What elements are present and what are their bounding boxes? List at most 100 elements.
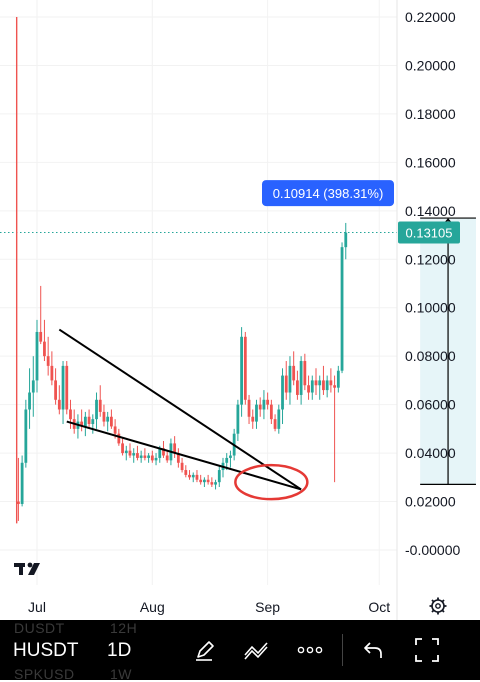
fullscreen-icon[interactable] [410,620,444,680]
y-tick-label: -0.00000 [405,542,460,558]
candle-body [158,448,162,458]
candle-body [57,399,61,410]
candle-body [31,380,35,393]
candle-body [162,448,165,456]
candle-body [229,455,232,458]
candles [15,17,348,524]
candle-body [124,450,128,454]
price-chart[interactable]: 0.10914 (398.31%) 0.22000 0.20000 0.18000 0… [0,0,480,620]
candle-body [247,399,251,417]
candle-body [28,392,31,410]
candle-body [277,409,281,429]
candle-body [165,455,169,461]
candle-body [299,361,303,395]
candle-body [199,479,203,483]
y-tick-label: 0.20000 [405,57,456,73]
candle-body [296,380,299,395]
ghost-symbol-2: SPKUSD [14,666,75,682]
ghost-symbol: DUSDT [14,620,65,636]
y-tick-label: 0.04000 [405,445,456,461]
candle-body [69,409,72,420]
candle-body [176,453,180,463]
candle-body [217,470,221,483]
candle-body [225,457,229,463]
candle-body [251,416,255,422]
candle-body [236,404,240,434]
measure-tool[interactable]: 0.10914 (398.31%) [262,180,476,485]
gear-icon[interactable] [429,597,447,615]
time-axis[interactable]: JulAugSepOctNov [28,599,480,615]
candle-body [191,474,195,478]
candle-body [214,482,217,485]
candle-body [255,404,258,422]
undo-icon[interactable] [358,620,388,680]
highlight-ellipse [234,463,309,501]
candle-body [61,365,65,410]
candle-body [24,409,28,463]
ghost-interval-2: 1W [110,666,132,682]
candle-body [87,416,91,425]
candle-body [102,411,106,422]
candle-body [106,416,110,422]
candle-body [310,380,314,393]
candle-body [273,419,277,429]
candle-body [329,380,333,386]
candle-body [206,479,210,483]
candle-body [54,380,57,400]
candle-body [180,462,184,471]
candle-body [147,455,150,458]
candle-body [117,433,121,444]
candle-body [113,426,117,434]
candle-body [184,470,188,475]
annotations [58,328,309,501]
y-tick-label: 0.02000 [405,494,456,510]
y-tick-label: 0.16000 [405,154,456,170]
candle-body [132,453,136,456]
candle-body [325,380,329,391]
candle-body [262,399,266,410]
candle-body [128,450,132,456]
current-price-label: 0.13105 [406,226,453,241]
y-tick-label: 0.22000 [405,9,456,25]
chart-background [0,0,480,620]
current-price-label-box [398,221,460,244]
candle-body [340,247,344,371]
bottom-toolbar: DUSDT 12H SPKUSD 1W HUSDT 1D [0,620,480,682]
toolbar-divider [342,634,343,666]
candle-body [95,399,98,420]
y-tick-label: 0.14000 [405,203,456,219]
x-tick-label: Jul [28,599,46,615]
candle-body [243,336,247,400]
candle-body [98,399,102,412]
candle-body [143,455,147,458]
ghost-interval: 12H [110,620,138,636]
candle-body [188,474,191,478]
candle-body [288,365,292,393]
candle-body [303,361,307,386]
candle-body [91,419,95,425]
candle-body [333,385,336,388]
price-axis[interactable]: 0.22000 0.20000 0.18000 0.16000 0.14000 0.120… [398,9,460,558]
trend-tool-icon[interactable] [240,620,274,680]
candle-body [35,331,39,381]
measure-label: 0.10914 (398.31%) [273,186,384,201]
candle-body [210,482,214,485]
candle-body [43,341,46,357]
candle-body [240,336,243,405]
y-tick-label: 0.18000 [405,106,456,122]
candle-body [83,416,87,427]
trendline [58,328,302,491]
candle-body [121,443,124,454]
x-tick-label: Sep [255,599,280,615]
more-icon[interactable] [294,620,326,680]
candle-body [80,421,84,427]
candle-body [139,455,143,458]
candle-body [284,375,288,393]
candle-body [307,385,310,393]
candle-body [20,462,24,504]
candle-body [136,453,139,458]
pen-icon[interactable] [190,620,220,680]
candle-body [336,370,340,388]
symbol-button[interactable]: HUSDT [13,640,79,661]
interval-button[interactable]: 1D [107,640,132,661]
